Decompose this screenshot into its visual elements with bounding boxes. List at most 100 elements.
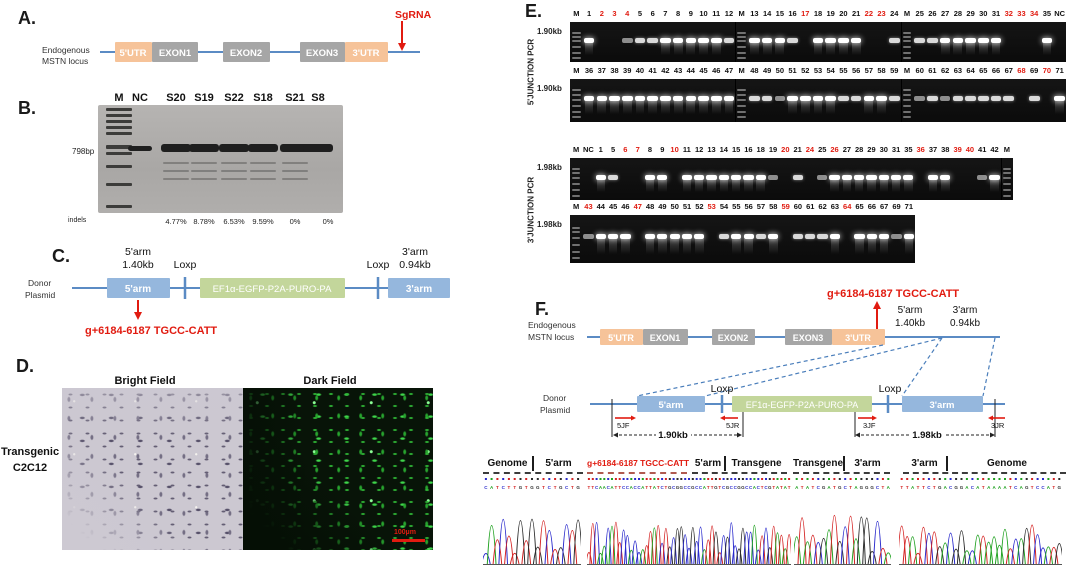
gel-band (774, 96, 786, 102)
gel-band (927, 38, 938, 43)
svg-text:C: C (484, 485, 488, 490)
lane-label: 51 (788, 66, 797, 75)
faint-sub-band (221, 162, 247, 164)
lane-label: 71 (904, 202, 913, 211)
section-label-text: 3'arm (854, 457, 881, 469)
svg-text:T: T (588, 485, 591, 490)
gel-seam (1000, 158, 1002, 200)
svg-text:C: C (734, 485, 738, 490)
gel-smear (673, 43, 683, 55)
gel-band (1041, 38, 1053, 43)
lane-label: 7 (663, 9, 668, 18)
svg-text:C: C (764, 485, 768, 490)
lane-label: 38 (941, 145, 950, 154)
gel-smear (711, 101, 721, 115)
svg-text:A: A (784, 485, 788, 490)
gel-band (978, 96, 989, 102)
gel-band (660, 96, 671, 102)
dark-field-image (243, 388, 433, 550)
gel-smear (867, 179, 876, 193)
exon3-box (300, 42, 345, 62)
svg-text:A: A (653, 485, 657, 490)
gel-band (723, 96, 735, 102)
marker-rung (571, 177, 581, 180)
exon3-label: EXON3 (306, 48, 338, 59)
gel-band (644, 174, 656, 180)
svg-text:A: A (641, 485, 645, 490)
marker-rung (902, 40, 912, 43)
lane-label: M (573, 145, 580, 154)
lane-label: 43 (673, 66, 683, 75)
svg-text:A: A (965, 485, 969, 490)
svg-text:A: A (630, 485, 634, 490)
bright-field-image (62, 388, 243, 550)
gel-band (854, 174, 865, 180)
lane-label: 5 (637, 9, 643, 18)
lane-label: 41 (648, 66, 657, 75)
gel-smear (854, 179, 864, 193)
svg-text:T: T (833, 485, 836, 490)
lane-label: 21 (793, 145, 802, 154)
lane-label: 24 (890, 9, 899, 18)
indel-percentage: 0% (289, 217, 301, 226)
gel-band (990, 96, 1002, 102)
lane-label: 60 (793, 202, 803, 211)
gel-band (903, 234, 914, 240)
lane-label: 13 (707, 145, 716, 154)
gel-smear (660, 43, 670, 55)
gel-smear (596, 239, 606, 254)
svg-text:T: T (772, 485, 775, 490)
gel-band (841, 174, 852, 180)
gel-smear (686, 101, 696, 115)
gel-smear (940, 43, 950, 55)
gel-smear (596, 179, 606, 193)
marker-rung (571, 172, 581, 175)
lane-label: 69 (1030, 66, 1039, 75)
marker-rung (571, 35, 581, 38)
lane-label: 64 (966, 66, 975, 75)
svg-text:T: T (917, 485, 920, 490)
svg-text:G: G (860, 485, 864, 490)
marker-rung (106, 183, 132, 186)
cassette-box (200, 278, 345, 298)
section-divider (945, 455, 948, 471)
gel-band (595, 174, 606, 180)
marker-rung (571, 226, 581, 229)
f-mutation-label: g+6184-6187 TGCC-CATT (827, 288, 959, 300)
lane-label: 57 (864, 66, 874, 75)
gel-smear (867, 239, 877, 254)
gel-band (189, 144, 219, 152)
lane-label: 62 (940, 66, 950, 75)
lane-label: 53 (813, 66, 823, 75)
lane-label: 18 (756, 145, 765, 154)
gel-smear (879, 179, 889, 193)
svg-text:T: T (761, 485, 764, 490)
lane-label: 17 (801, 9, 810, 18)
junction-pcr-gel (570, 22, 1066, 62)
gel-band (965, 38, 976, 43)
marker-rung (571, 116, 581, 119)
exon1-label: EXON1 (159, 48, 192, 59)
gel-band (634, 38, 646, 43)
lane-label: 28 (953, 9, 963, 18)
lane-label: 51 (682, 202, 692, 211)
gel-band (914, 96, 926, 102)
marker-rung (737, 89, 747, 92)
gel-band (657, 174, 668, 180)
lane-label: 8 (676, 9, 681, 18)
f-donor-line2: Plasmid (540, 405, 571, 415)
svg-text:A: A (987, 485, 991, 490)
gel-smear (788, 101, 797, 115)
gel-size-label: 1.98kb (537, 163, 562, 172)
marker-rung (571, 256, 581, 259)
lane-label: 9 (660, 145, 665, 154)
exon2-label: EXON2 (230, 48, 262, 59)
svg-text:T: T (615, 485, 618, 490)
gel-band (799, 96, 811, 102)
lane-label: 53 (707, 202, 716, 211)
locus-name-line2: MSTN locus (42, 56, 88, 66)
svg-text:G: G (726, 485, 730, 490)
marker-rung (737, 56, 747, 59)
f-exon2-box (712, 329, 755, 345)
lane-label: 12 (695, 145, 704, 154)
